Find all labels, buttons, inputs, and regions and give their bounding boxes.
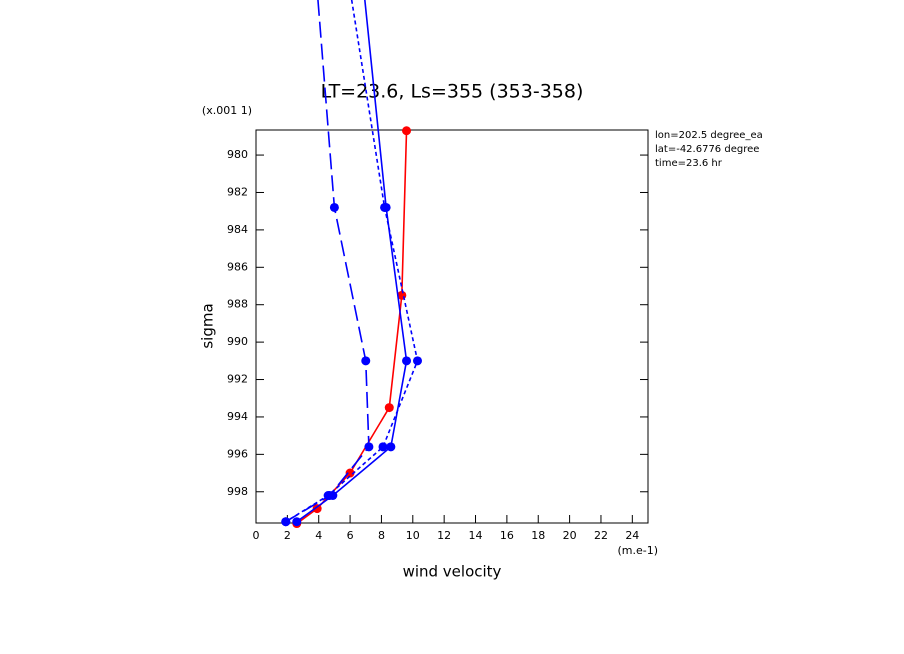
marker [361, 356, 371, 366]
x-tick-label: 14 [469, 529, 483, 542]
plot-frame [255, 129, 649, 524]
y-tick-label: 984 [227, 223, 248, 236]
x-tick-label: 24 [625, 529, 639, 542]
marker [323, 491, 333, 501]
x-unit: (m.e-1) [617, 544, 658, 557]
marker [329, 202, 339, 212]
marker [281, 517, 291, 527]
y-unit: (x.001 1) [202, 104, 252, 117]
x-tick-label: 10 [406, 529, 420, 542]
annotation: lat=-42.6776 degree [655, 144, 759, 155]
y-tick-label: 998 [227, 485, 248, 498]
x-tick-label: 18 [531, 529, 545, 542]
x-tick-label: 20 [563, 529, 577, 542]
x-tick-label: 2 [284, 529, 291, 542]
profile-line [285, 0, 419, 523]
x-tick-label: 16 [500, 529, 514, 542]
y-tick-label: 980 [227, 148, 248, 161]
marker [312, 504, 322, 514]
marker [364, 442, 374, 452]
x-axis-label: wind velocity [403, 563, 502, 581]
y-tick-label: 990 [227, 335, 248, 348]
chart-title: LT=23.6, Ls=355 (353-358) [321, 81, 584, 103]
y-tick-label: 994 [227, 410, 248, 423]
x-tick-label: 6 [347, 529, 354, 542]
y-axis-label: sigma [199, 303, 217, 348]
marker [402, 356, 412, 366]
marker [292, 517, 302, 527]
annotation: lon=202.5 degree_ea [655, 130, 763, 141]
profile-line [296, 130, 408, 525]
marker [413, 356, 423, 366]
marker [386, 442, 396, 452]
x-tick-label: 12 [437, 529, 451, 542]
x-tick-label: 22 [594, 529, 608, 542]
profile-line [296, 0, 408, 523]
profile-line [285, 0, 370, 523]
marker [402, 126, 412, 136]
marker [378, 442, 388, 452]
marker [384, 403, 394, 413]
y-tick-label: 992 [227, 373, 248, 386]
x-tick-label: 0 [253, 529, 260, 542]
y-tick-label: 996 [227, 447, 248, 460]
marker [345, 468, 355, 478]
x-tick-label: 8 [378, 529, 385, 542]
x-tick-label: 4 [315, 529, 322, 542]
y-tick-label: 988 [227, 298, 248, 311]
y-tick-label: 986 [227, 260, 248, 273]
marker [380, 202, 390, 212]
annotation: time=23.6 hr [655, 158, 723, 169]
y-tick-label: 982 [227, 185, 248, 198]
